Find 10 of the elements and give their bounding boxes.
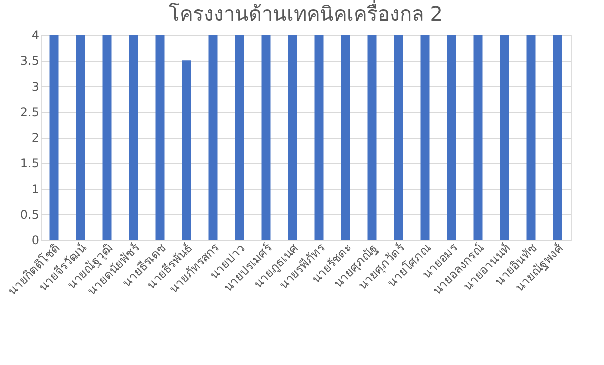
y-tick-label: 1 [32,182,40,196]
y-tick-label: 3.5 [20,54,40,68]
y-tick-label: 4 [32,28,40,42]
y-tick-label: 2 [32,131,40,145]
y-tick-label: 0 [32,234,40,248]
y-tick-label: 2.5 [20,105,40,120]
chart-title: โครงงานด้านเทคนิคเครื่องกล 2 [168,0,444,26]
y-tick-label: 3 [32,80,40,94]
y-tick-label: 1.5 [20,156,40,171]
y-tick-label: 0.5 [20,208,40,222]
